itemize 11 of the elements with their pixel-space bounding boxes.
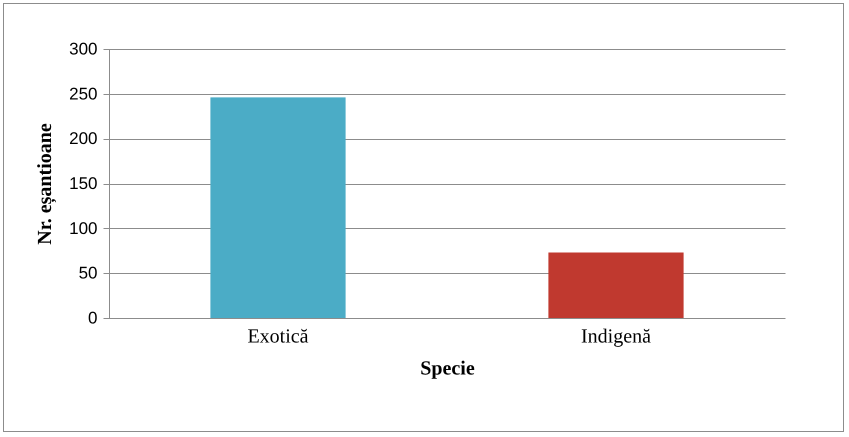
y-tick-label: 0 bbox=[88, 308, 98, 328]
y-axis-title: Nr. eșantioane bbox=[34, 123, 58, 245]
y-tick-label: 300 bbox=[69, 40, 98, 58]
y-tick-label: 200 bbox=[69, 129, 98, 148]
x-tick-label: Indigenă bbox=[581, 326, 652, 348]
y-tick-label: 50 bbox=[78, 264, 98, 283]
y-tick-label: 250 bbox=[69, 84, 98, 104]
x-axis-title: Specie bbox=[420, 358, 475, 380]
x-tick-label: Exotică bbox=[247, 326, 309, 348]
y-tick-label: 100 bbox=[69, 218, 98, 238]
y-tick-label: 150 bbox=[69, 174, 98, 193]
